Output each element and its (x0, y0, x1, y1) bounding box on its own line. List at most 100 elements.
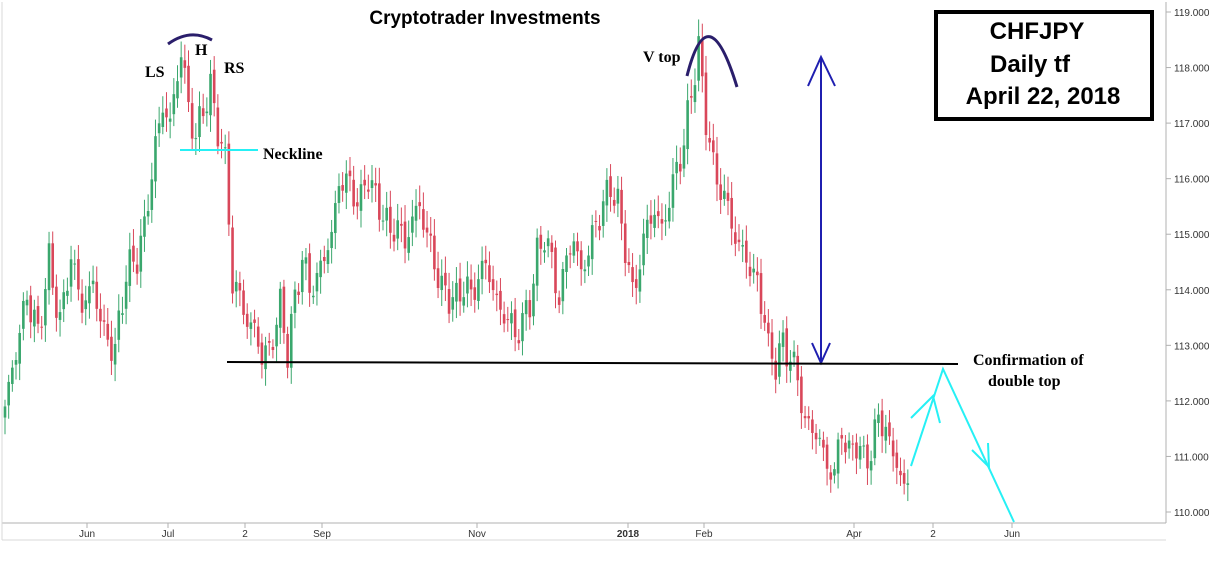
candle-body (14, 360, 18, 365)
candle-body (135, 264, 139, 274)
confirmation-line (226, 361, 959, 365)
x-tick-label: Jun (79, 529, 95, 540)
candle-body (785, 328, 789, 367)
y-tick-label: 115.000 (1174, 230, 1210, 241)
candle-body (869, 461, 873, 471)
candle-body (506, 319, 510, 321)
candle-body (392, 234, 396, 242)
candle-body (642, 233, 645, 266)
candle-body (480, 260, 484, 280)
candle-body (326, 250, 330, 265)
candle-body (187, 65, 190, 103)
candle-body (220, 141, 223, 144)
neckline-label: Neckline (263, 146, 323, 163)
candle-body (106, 323, 110, 340)
candle-body (411, 216, 414, 233)
candle-body (649, 215, 653, 224)
head-arc (167, 33, 213, 46)
candle-body (238, 283, 242, 291)
candle-body (157, 123, 161, 134)
candle-body (231, 227, 234, 294)
info-box: CHFJPY Daily tf April 22, 2018 (934, 10, 1154, 121)
candle-body (491, 279, 495, 291)
ls-label: LS (145, 64, 165, 81)
candle-body (447, 289, 451, 314)
candle-body (311, 295, 315, 298)
candle-body (477, 279, 480, 302)
y-tick-label: 113.000 (1174, 341, 1210, 352)
confirmation-label-line1: Confirmation of (973, 352, 1084, 369)
candle-body (623, 223, 627, 263)
candle-body (462, 297, 466, 306)
candle-body (807, 416, 811, 419)
info-box-frame (934, 10, 1154, 121)
candle-body (645, 219, 649, 239)
candle-body (763, 315, 766, 323)
candle-body (18, 332, 21, 364)
candle-body (91, 280, 95, 285)
candle-body (767, 322, 770, 334)
candle-body (774, 360, 777, 380)
candle-body (308, 253, 311, 293)
candle-body (190, 103, 194, 139)
y-tick-label: 118.000 (1174, 64, 1210, 75)
x-axis-ticks: Jun Jul 2 Sep Nov 2018 Feb Apr 2 Jun (79, 523, 1020, 540)
candle-body (102, 320, 106, 322)
candle-body (66, 290, 69, 296)
candle-body (88, 286, 91, 304)
candle-body (902, 473, 906, 484)
candle-body (334, 203, 337, 234)
candle-body (11, 367, 14, 384)
candle-body (143, 216, 146, 237)
candle-body (792, 351, 796, 358)
candle-body (568, 253, 572, 255)
candle-body (829, 472, 833, 480)
candle-body (656, 211, 660, 217)
candle-body (25, 299, 29, 306)
candle-body (741, 245, 744, 247)
candle-body (770, 332, 774, 359)
candle-body (719, 184, 722, 200)
x-tick-label: Jun (1004, 529, 1020, 540)
candle-body (671, 174, 675, 208)
candle-body (818, 437, 822, 439)
candle-body (183, 60, 187, 68)
candle-body (425, 227, 429, 233)
candle-body (22, 300, 25, 329)
candle-body (341, 185, 344, 191)
candle-body (212, 69, 216, 104)
candle-body (634, 279, 638, 288)
candle-body (69, 259, 73, 287)
candle-body (822, 439, 825, 448)
candle-body (800, 376, 803, 414)
candle-body (271, 346, 275, 351)
candle-body (260, 342, 264, 365)
candle-body (873, 419, 877, 459)
candle-body (436, 268, 440, 288)
candle-body (880, 410, 884, 437)
candle-body (315, 272, 319, 292)
candle-body (587, 255, 590, 267)
candle-body (176, 81, 179, 99)
candle-body (3, 406, 7, 418)
v-top-arc (685, 35, 739, 88)
candle-body (168, 118, 172, 122)
candle-body (715, 153, 719, 185)
candle-body (40, 326, 43, 328)
candle-body (396, 220, 399, 239)
candle-body (576, 241, 579, 252)
chart-title: Cryptotrader Investments (369, 8, 600, 29)
candle-body (337, 186, 341, 204)
candle-body (286, 333, 289, 368)
candle-body (836, 439, 840, 474)
candle-body (814, 432, 818, 440)
candle-body (469, 279, 473, 290)
info-box-timeframe: Daily tf (990, 51, 1071, 78)
candle-body (675, 161, 678, 174)
candle-body (389, 206, 392, 233)
candle-body (484, 259, 488, 264)
candle-body (58, 312, 62, 320)
candle-body (473, 287, 477, 300)
candle-body (557, 297, 561, 305)
candlestick-series (3, 19, 910, 502)
